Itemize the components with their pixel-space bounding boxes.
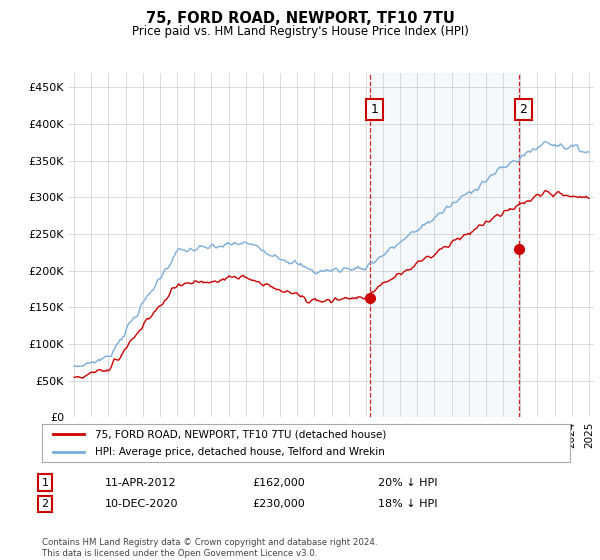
Text: 1: 1 bbox=[41, 478, 49, 488]
Text: HPI: Average price, detached house, Telford and Wrekin: HPI: Average price, detached house, Telf… bbox=[95, 447, 385, 457]
Text: 20% ↓ HPI: 20% ↓ HPI bbox=[378, 478, 437, 488]
Text: 10-DEC-2020: 10-DEC-2020 bbox=[105, 499, 179, 509]
Text: 2: 2 bbox=[520, 103, 527, 116]
Text: 75, FORD ROAD, NEWPORT, TF10 7TU (detached house): 75, FORD ROAD, NEWPORT, TF10 7TU (detach… bbox=[95, 429, 386, 439]
Bar bbox=[370, 73, 519, 417]
Text: £162,000: £162,000 bbox=[252, 478, 305, 488]
Text: Contains HM Land Registry data © Crown copyright and database right 2024.
This d: Contains HM Land Registry data © Crown c… bbox=[42, 538, 377, 558]
Text: 1: 1 bbox=[371, 103, 379, 116]
Text: 2: 2 bbox=[41, 499, 49, 509]
Text: 11-APR-2012: 11-APR-2012 bbox=[105, 478, 176, 488]
Text: 18% ↓ HPI: 18% ↓ HPI bbox=[378, 499, 437, 509]
Text: 75, FORD ROAD, NEWPORT, TF10 7TU: 75, FORD ROAD, NEWPORT, TF10 7TU bbox=[146, 11, 454, 26]
Text: £230,000: £230,000 bbox=[252, 499, 305, 509]
Text: Price paid vs. HM Land Registry's House Price Index (HPI): Price paid vs. HM Land Registry's House … bbox=[131, 25, 469, 38]
